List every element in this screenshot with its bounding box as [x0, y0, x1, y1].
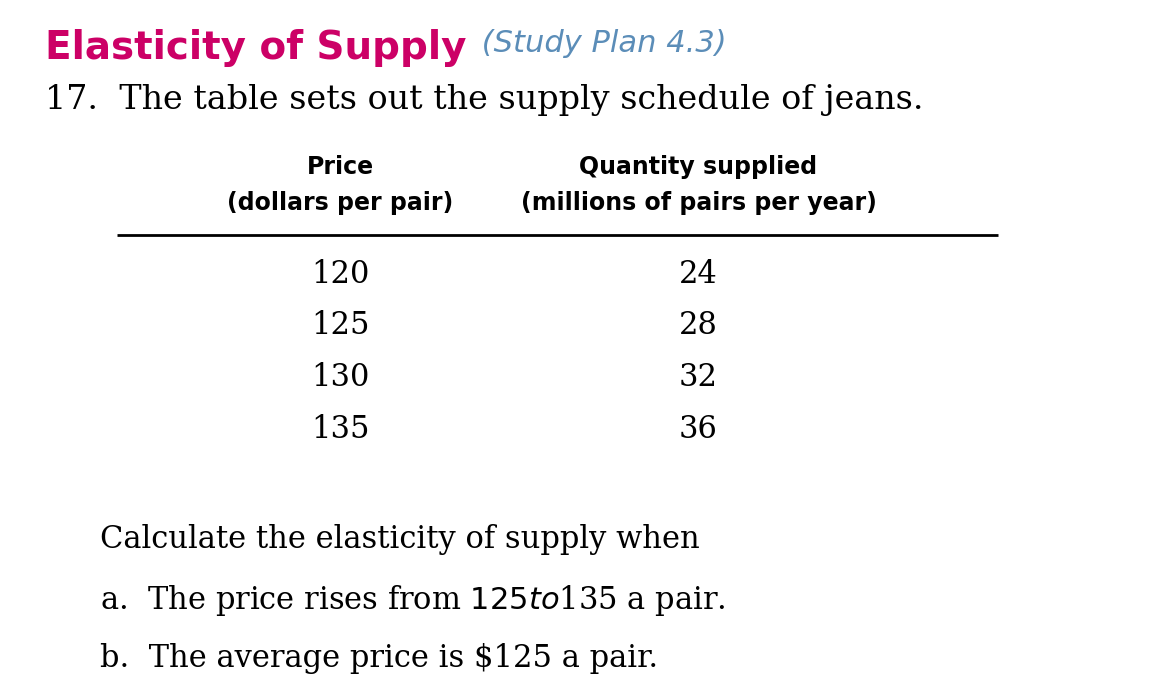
Text: Calculate the elasticity of supply when: Calculate the elasticity of supply when [100, 524, 700, 555]
Text: (millions of pairs per year): (millions of pairs per year) [520, 191, 877, 215]
Text: 36: 36 [679, 414, 718, 445]
Text: Price: Price [306, 155, 375, 179]
Text: (Study Plan 4.3): (Study Plan 4.3) [472, 29, 727, 58]
Text: (dollars per pair): (dollars per pair) [228, 191, 453, 215]
Text: 135: 135 [311, 414, 370, 445]
Text: b.  The average price is $125 a pair.: b. The average price is $125 a pair. [100, 643, 657, 674]
Text: 130: 130 [311, 362, 370, 393]
Text: Quantity supplied: Quantity supplied [580, 155, 817, 179]
Text: Elasticity of Supply: Elasticity of Supply [45, 29, 466, 67]
Text: 125: 125 [311, 310, 370, 342]
Text: a.  The price rises from $125 to $135 a pair.: a. The price rises from $125 to $135 a p… [100, 583, 726, 618]
Text: 17.  The table sets out the supply schedule of jeans.: 17. The table sets out the supply schedu… [45, 84, 923, 116]
Text: 120: 120 [311, 259, 370, 290]
Text: 28: 28 [679, 310, 718, 342]
Text: 24: 24 [679, 259, 718, 290]
Text: 32: 32 [679, 362, 718, 393]
